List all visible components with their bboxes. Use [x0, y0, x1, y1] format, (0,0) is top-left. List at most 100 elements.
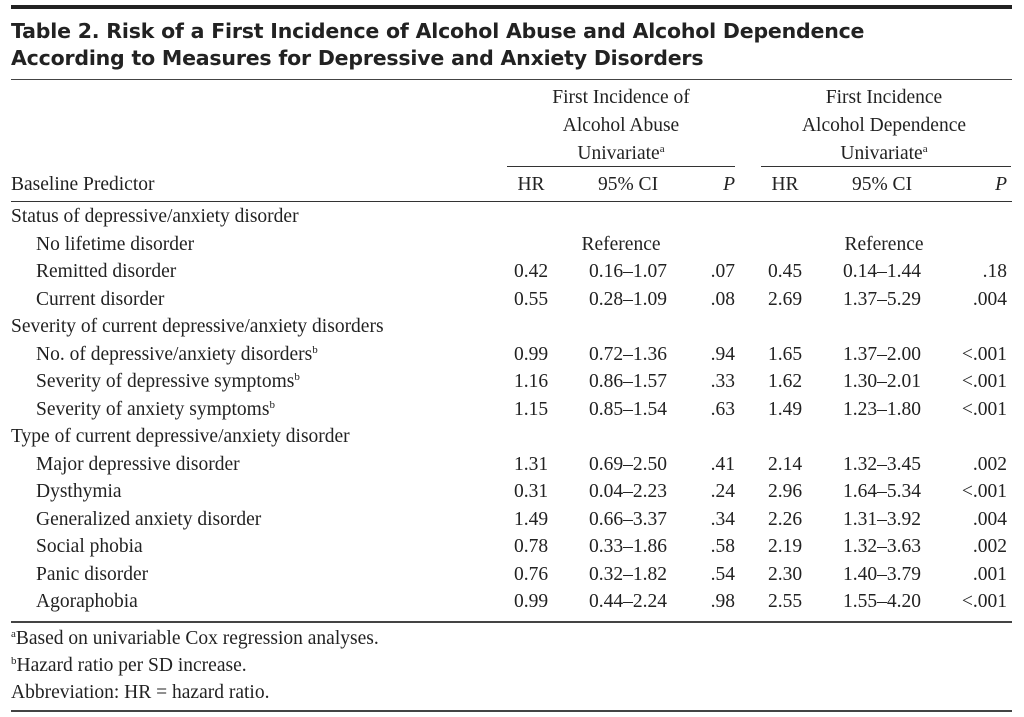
row-label: No. of depressive/anxiety disordersb	[36, 341, 318, 369]
section-row: Status of depressive/anxiety disorder	[11, 203, 1012, 231]
hr-abuse-cell: 0.76	[513, 563, 549, 585]
label-text: Severity of anxiety symptoms	[36, 398, 270, 420]
label-text: No lifetime disorder	[36, 233, 195, 255]
hr-abuse-cell: 0.31	[513, 481, 549, 502]
ci-dependence-cell: 0.14–1.44	[843, 261, 921, 282]
hr-abuse-cell: 0.42	[513, 261, 549, 282]
ci-dependence-cell: 1.30–2.01	[843, 371, 921, 392]
label-text: Agoraphobia	[36, 591, 138, 612]
label-text: Major depressive disorder	[36, 453, 240, 475]
column-header-ci-abuse: 95% CI	[597, 174, 659, 195]
column-header-p-dependence: P	[951, 172, 1007, 198]
group-header-alcohol-abuse: First Incidence of Alcohol Abuse Univari…	[507, 84, 735, 168]
p-dependence-cell: <.001	[961, 481, 1007, 502]
p-abuse-cell: .58	[710, 536, 735, 557]
p-dependence-cell: <.001	[961, 398, 1007, 420]
footnote-text: Hazard ratio per SD increase.	[16, 655, 247, 676]
group-header-text: Univariate	[577, 143, 660, 164]
hr-dependence-cell: 1.65	[767, 343, 803, 365]
table-title-line-2: According to Measures for Depressive and…	[11, 46, 704, 70]
group-header-line: Univariatea	[761, 140, 1007, 168]
label-text: Current disorder	[36, 288, 165, 310]
row-label: No lifetime disorder	[36, 231, 194, 259]
ci-abuse-cell: 0.33–1.86	[589, 536, 667, 557]
label-text: No. of depressive/anxiety disorders	[36, 343, 313, 365]
table-row: Major depressive disorder 1.31 0.69–2.50 .4…	[11, 451, 1012, 479]
hr-abuse-cell: 0.78	[513, 536, 549, 557]
section-label: Type of current depressive/anxiety disor…	[11, 423, 350, 451]
ci-dependence-cell: 1.55–4.20	[843, 591, 921, 612]
footnote: bHazard ratio per SD increase.	[11, 652, 247, 679]
hr-dependence-cell: 2.26	[767, 508, 803, 530]
top-rule	[11, 5, 1012, 9]
p-dependence-cell: <.001	[961, 591, 1007, 612]
table-row: Generalized anxiety disorder 1.49 0.66–3.3…	[11, 506, 1012, 534]
group-header-line: Alcohol Abuse	[562, 115, 680, 136]
table-title: Table 2. Risk of a First Incidence of Al…	[11, 18, 1012, 72]
end-rule	[11, 710, 1012, 712]
p-abuse-cell: .08	[710, 288, 735, 310]
p-abuse-cell: .34	[710, 508, 735, 530]
footnote: Abbreviation: HR = hazard ratio.	[11, 679, 269, 706]
p-dependence-cell: .002	[972, 536, 1007, 557]
footnote-marker: b	[312, 343, 318, 356]
column-header-predictor: Baseline Predictor	[11, 174, 155, 195]
p-abuse-cell: .41	[710, 453, 735, 475]
ci-abuse-cell: 0.16–1.07	[589, 261, 667, 282]
p-label: P	[995, 174, 1007, 195]
table-row: Remitted disorder 0.42 0.16–1.07 .07 0.45 0.1…	[11, 258, 1012, 286]
section-label: Severity of current depressive/anxiety d…	[11, 313, 384, 341]
table-row: Social phobia 0.78 0.33–1.86 .58 2.19 1.32–3.…	[11, 533, 1012, 561]
hr-dependence-cell: 2.96	[767, 481, 803, 502]
ci-dependence-cell: 1.23–1.80	[843, 398, 921, 420]
group-header-line: First Incidence	[825, 87, 943, 108]
footnote: aBased on univariable Cox regression ana…	[11, 625, 379, 652]
row-label: Remitted disorder	[36, 258, 176, 286]
group-header-line: First Incidence of	[552, 87, 690, 108]
p-label: P	[723, 174, 735, 195]
ci-abuse-cell: 0.32–1.82	[589, 563, 667, 585]
group-header-text: Univariate	[840, 143, 923, 164]
row-label: Generalized anxiety disorder	[36, 506, 261, 534]
p-abuse-cell: .24	[710, 481, 735, 502]
group-rule-alcohol-dependence	[761, 166, 1011, 167]
table-row: No. of depressive/anxiety disordersb 0.99…	[11, 341, 1012, 369]
label-text: Type of current depressive/anxiety disor…	[11, 426, 350, 447]
footnote-marker: a	[922, 143, 928, 155]
p-dependence-cell: .18	[982, 261, 1007, 282]
ci-dependence-cell: 1.64–5.34	[843, 481, 921, 502]
row-label: Panic disorder	[36, 561, 148, 589]
ci-dependence-cell: 1.37–2.00	[843, 343, 921, 365]
hr-abuse-cell: 0.55	[513, 288, 549, 310]
ci-abuse-cell: 0.04–2.23	[589, 481, 667, 502]
label-text: Panic disorder	[36, 563, 149, 585]
label-text: Severity of current depressive/anxiety d…	[11, 316, 384, 337]
ci-abuse-cell: 0.28–1.09	[589, 288, 667, 310]
label-text: Generalized anxiety disorder	[36, 508, 262, 530]
footnote-marker: b	[11, 655, 17, 667]
reference-cell-abuse: Reference	[581, 233, 661, 255]
p-abuse-cell: .94	[710, 343, 735, 365]
column-header-p-abuse: P	[695, 172, 735, 198]
footnote-text: Based on univariable Cox regression anal…	[15, 628, 379, 649]
p-dependence-cell: <.001	[961, 371, 1007, 392]
table-row: Severity of anxiety symptomsb 1.15 0.85–1.…	[11, 396, 1012, 424]
footnote-marker: b	[269, 398, 275, 411]
title-rule	[11, 79, 1012, 80]
ci-dependence-cell: 1.40–3.79	[843, 563, 921, 585]
ci-dependence-cell: 1.31–3.92	[843, 508, 921, 530]
section-row: Type of current depressive/anxiety disor…	[11, 423, 1012, 451]
row-label: Current disorder	[36, 286, 164, 314]
hr-dependence-cell: 2.14	[767, 453, 803, 475]
group-rule-alcohol-abuse	[507, 166, 735, 167]
footnote-marker: a	[11, 628, 16, 640]
ci-abuse-cell: 0.66–3.37	[589, 508, 667, 530]
label-text: Severity of depressive symptoms	[36, 371, 295, 392]
label-text: Social phobia	[36, 536, 143, 557]
table-row: No lifetime disorder Reference Reference	[11, 231, 1012, 259]
row-label: Agoraphobia	[36, 588, 138, 616]
group-header-alcohol-dependence: First Incidence Alcohol Dependence Univa…	[761, 84, 1007, 168]
ci-abuse-cell: 0.72–1.36	[589, 343, 667, 365]
p-abuse-cell: .33	[710, 371, 735, 392]
row-label: Severity of depressive symptomsb	[36, 368, 300, 396]
